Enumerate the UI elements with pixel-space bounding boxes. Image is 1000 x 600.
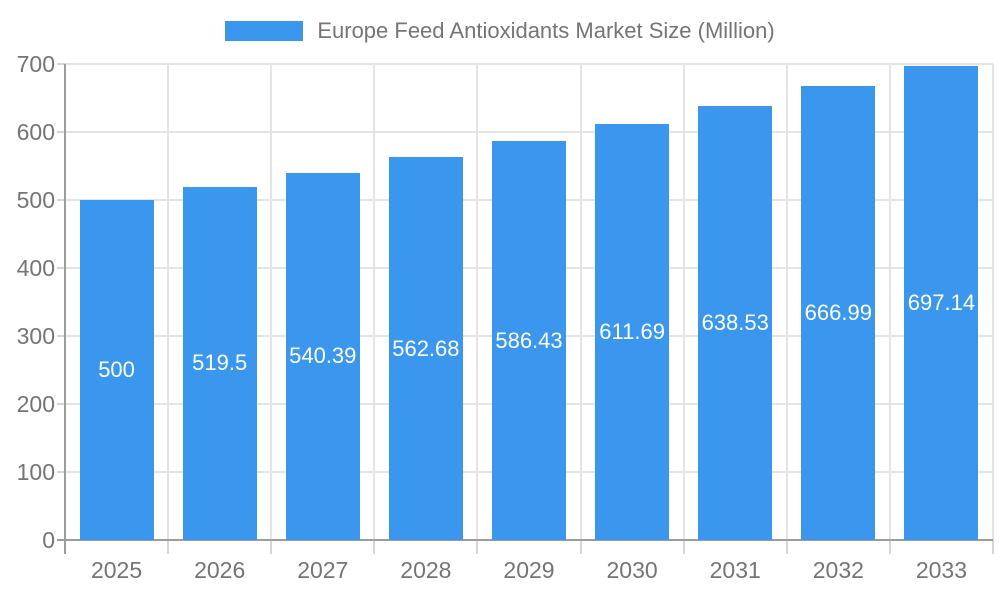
x-axis-tick-label: 2026 bbox=[194, 557, 246, 583]
x-axis-line bbox=[57, 539, 993, 541]
y-tick bbox=[57, 335, 65, 337]
x-axis-tick-label: 2027 bbox=[297, 557, 349, 583]
bar-2031[interactable] bbox=[698, 105, 773, 540]
x-tick bbox=[785, 540, 788, 554]
bar-2026[interactable] bbox=[182, 186, 257, 540]
y-tick bbox=[57, 471, 65, 473]
x-tick bbox=[682, 540, 685, 554]
x-tick bbox=[888, 540, 891, 554]
x-axis-tick-label: 2030 bbox=[606, 557, 658, 583]
x-axis-tick-label: 2029 bbox=[503, 557, 555, 583]
bar-2030[interactable] bbox=[595, 124, 670, 540]
y-axis-tick-label: 100 bbox=[16, 459, 55, 485]
y-tick bbox=[57, 403, 65, 405]
x-tick bbox=[270, 540, 273, 554]
legend[interactable]: Europe Feed Antioxidants Market Size (Mi… bbox=[0, 18, 1000, 44]
x-axis-tick-label: 2031 bbox=[709, 557, 761, 583]
bar-2033[interactable] bbox=[904, 65, 979, 540]
x-tick bbox=[167, 540, 170, 554]
x-tick bbox=[373, 540, 376, 554]
bar-2028[interactable] bbox=[388, 157, 463, 540]
x-axis-tick-label: 2028 bbox=[400, 557, 452, 583]
h-gridline bbox=[65, 63, 993, 65]
y-axis-tick-label: 0 bbox=[42, 527, 55, 553]
v-gridline bbox=[992, 64, 994, 540]
x-tick bbox=[992, 540, 994, 554]
y-axis-tick-label: 500 bbox=[16, 187, 55, 213]
y-axis-tick-label: 200 bbox=[16, 391, 55, 417]
v-gridline bbox=[682, 64, 685, 540]
v-gridline bbox=[785, 64, 788, 540]
x-axis-tick-label: 2032 bbox=[812, 557, 864, 583]
h-gridline bbox=[65, 131, 993, 133]
v-gridline bbox=[476, 64, 479, 540]
y-axis-line bbox=[64, 64, 66, 554]
v-gridline bbox=[579, 64, 582, 540]
bar-2027[interactable] bbox=[285, 172, 360, 540]
y-tick bbox=[57, 63, 65, 65]
x-axis-tick-label: 2033 bbox=[915, 557, 968, 583]
x-tick bbox=[579, 540, 582, 554]
v-gridline bbox=[270, 64, 273, 540]
y-axis-tick-label: 700 bbox=[16, 51, 55, 77]
x-tick bbox=[476, 540, 479, 554]
bar-2029[interactable] bbox=[492, 141, 566, 540]
y-axis-tick-label: 400 bbox=[16, 255, 55, 281]
y-tick bbox=[57, 131, 65, 133]
bar-2025[interactable] bbox=[79, 200, 154, 540]
bar-2032[interactable] bbox=[801, 86, 876, 540]
v-gridline bbox=[167, 64, 170, 540]
x-axis-tick-label: 2025 bbox=[90, 557, 143, 583]
v-gridline bbox=[888, 64, 891, 540]
y-axis-tick-label: 600 bbox=[16, 119, 55, 145]
v-gridline bbox=[373, 64, 376, 540]
y-axis-tick-label: 300 bbox=[16, 323, 55, 349]
legend-label: Europe Feed Antioxidants Market Size (Mi… bbox=[317, 18, 775, 43]
y-tick bbox=[57, 267, 65, 269]
y-tick bbox=[57, 199, 65, 201]
legend-swatch-icon bbox=[225, 21, 304, 41]
